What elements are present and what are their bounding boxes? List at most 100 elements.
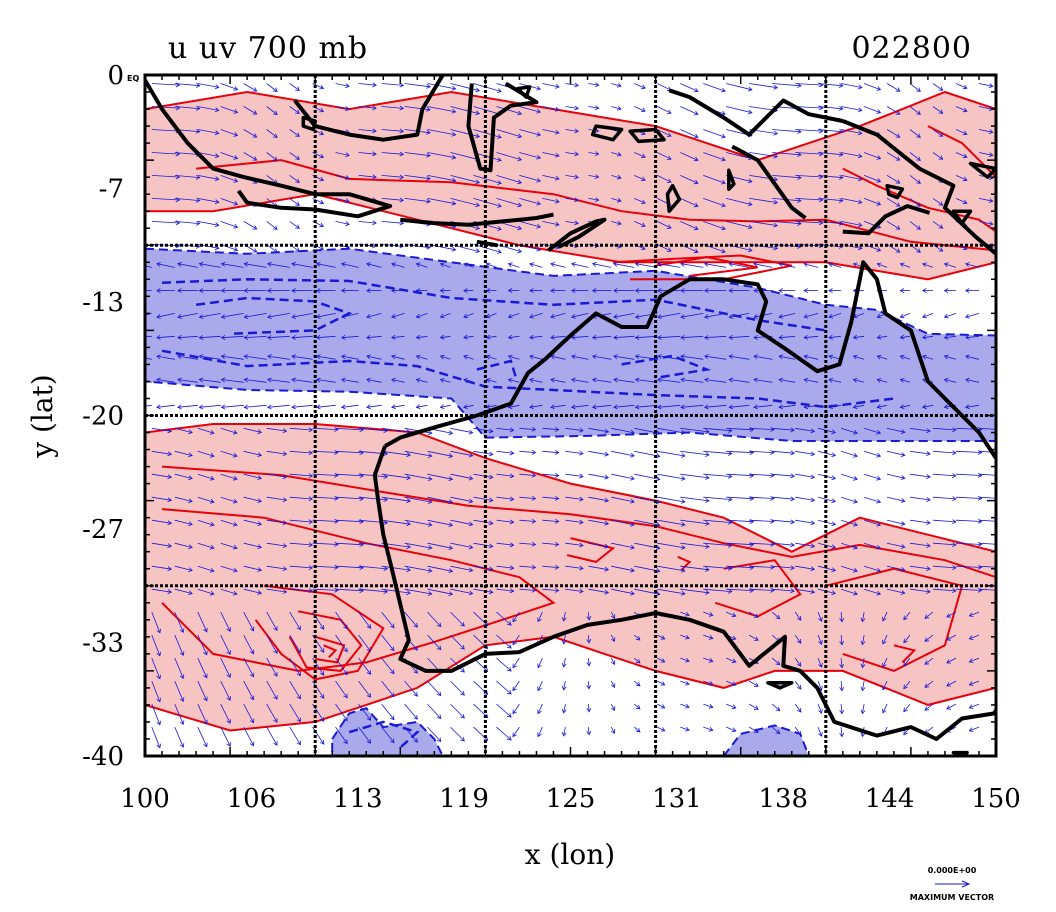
wind-vector-776 bbox=[979, 543, 1007, 547]
max-vector-caption: MAXIMUM VECTOR bbox=[910, 893, 994, 902]
wind-vector-620 bbox=[795, 451, 814, 456]
wind-vector-23 bbox=[680, 84, 698, 92]
wind-vector-647 bbox=[565, 474, 583, 478]
wind-vector-1061 bbox=[726, 727, 736, 732]
wind-vector-696 bbox=[841, 497, 857, 503]
negative-region-1 bbox=[332, 708, 443, 756]
wind-vector-1037 bbox=[175, 727, 184, 747]
wind-vector-1056 bbox=[611, 727, 615, 733]
wind-vector-526 bbox=[317, 405, 336, 409]
wind-vector-224 bbox=[198, 221, 219, 226]
wind-vector-663 bbox=[933, 474, 956, 478]
wind-vector-648 bbox=[588, 474, 608, 479]
y-tick-label-5: -33 bbox=[82, 629, 124, 659]
wind-vector-312 bbox=[509, 263, 520, 268]
wind-vector-612 bbox=[611, 451, 634, 457]
wind-vector-614 bbox=[657, 451, 685, 457]
wind-vector-525 bbox=[292, 405, 313, 409]
wind-vector-1020 bbox=[634, 704, 640, 709]
wind-vector-1072 bbox=[969, 727, 979, 731]
wind-vector-943 bbox=[562, 658, 566, 667]
wind-vector-990 bbox=[795, 681, 801, 689]
wind-vector-697 bbox=[864, 497, 880, 503]
wind-vector-9 bbox=[359, 83, 377, 87]
date-label: 022800 bbox=[851, 31, 972, 66]
y-tick-label-3: -20 bbox=[82, 402, 124, 432]
wind-vector-26 bbox=[749, 84, 777, 90]
wind-vector-610 bbox=[565, 451, 583, 455]
wind-vector-12 bbox=[428, 84, 456, 91]
wind-vector-2 bbox=[198, 84, 219, 89]
wind-vector-1054 bbox=[562, 727, 566, 736]
shaded-regions bbox=[145, 92, 996, 756]
wind-vector-1026 bbox=[772, 704, 780, 711]
y-tick-label-4: -27 bbox=[82, 515, 124, 545]
negative-region-2 bbox=[724, 725, 809, 756]
wind-vector-1024 bbox=[726, 704, 736, 709]
wind-vector-36 bbox=[979, 84, 993, 88]
wind-vector-60 bbox=[680, 107, 698, 115]
x-tick-label-8: 150 bbox=[971, 784, 1021, 814]
wind-vector-3 bbox=[221, 84, 238, 91]
wind-vector-325 bbox=[804, 263, 818, 268]
wind-vector-228 bbox=[290, 221, 300, 228]
wind-vector-19 bbox=[588, 83, 598, 87]
wind-vector-622 bbox=[841, 451, 857, 457]
wind-vector-699 bbox=[910, 497, 930, 501]
wind-vector-1021 bbox=[657, 704, 664, 708]
wind-vector-977 bbox=[497, 681, 512, 694]
wind-vector-657 bbox=[795, 474, 814, 479]
island-9 bbox=[768, 683, 792, 688]
wind-vector-1018 bbox=[587, 704, 591, 712]
wind-vector-35 bbox=[956, 84, 967, 89]
wind-vector-55 bbox=[565, 106, 578, 110]
wind-vector-1014 bbox=[497, 704, 512, 717]
wind-vector-1057 bbox=[634, 727, 640, 732]
plot-area bbox=[136, 75, 1007, 756]
wind-vector-1025 bbox=[749, 704, 758, 709]
x-tick-label-6: 138 bbox=[758, 784, 808, 814]
wind-vector-1031 bbox=[883, 704, 888, 713]
wind-vector-701 bbox=[956, 496, 982, 500]
wind-vector-1038 bbox=[198, 727, 207, 747]
wind-vector-1050 bbox=[474, 727, 488, 740]
wind-vector-1042 bbox=[290, 727, 301, 745]
wind-vector-1065 bbox=[818, 727, 822, 736]
wind-vector-1019 bbox=[611, 704, 615, 710]
wind-vector-522 bbox=[222, 405, 244, 409]
wind-vector-700 bbox=[933, 497, 956, 501]
wind-vector-611 bbox=[588, 451, 608, 456]
wind-vector-974 bbox=[428, 681, 441, 696]
wind-vector-531 bbox=[441, 405, 451, 409]
wind-vector-231 bbox=[359, 221, 377, 225]
wind-vector-523 bbox=[244, 405, 266, 409]
wind-vector-1015 bbox=[513, 704, 519, 714]
wind-vector-738 bbox=[956, 519, 982, 523]
wind-vector-731 bbox=[795, 520, 814, 525]
wind-vector-942 bbox=[538, 658, 543, 668]
island-8 bbox=[518, 87, 530, 97]
wind-vector-368 bbox=[945, 289, 957, 293]
wind-vector-664 bbox=[956, 473, 982, 477]
wind-vector-18 bbox=[565, 83, 578, 87]
wind-vector-521 bbox=[199, 405, 220, 409]
wind-vector-1040 bbox=[244, 727, 254, 746]
wind-vector-1032 bbox=[904, 704, 910, 712]
wind-vector-57 bbox=[611, 106, 621, 110]
wind-vector-21 bbox=[634, 84, 645, 89]
wind-vector-5 bbox=[267, 84, 277, 92]
wind-vector-369 bbox=[966, 289, 979, 293]
wind-vector-609 bbox=[542, 450, 558, 454]
wind-vector-982 bbox=[611, 681, 615, 687]
wind-vector-20 bbox=[611, 83, 621, 87]
wind-vector-568 bbox=[451, 428, 473, 434]
wind-vector-736 bbox=[910, 520, 930, 524]
wind-vector-528 bbox=[367, 405, 382, 409]
wind-vector-1017 bbox=[562, 704, 566, 713]
wind-vector-1022 bbox=[680, 704, 689, 708]
wind-vector-975 bbox=[451, 681, 465, 695]
wind-vector-623 bbox=[864, 451, 880, 457]
wind-vector-8 bbox=[336, 84, 350, 88]
